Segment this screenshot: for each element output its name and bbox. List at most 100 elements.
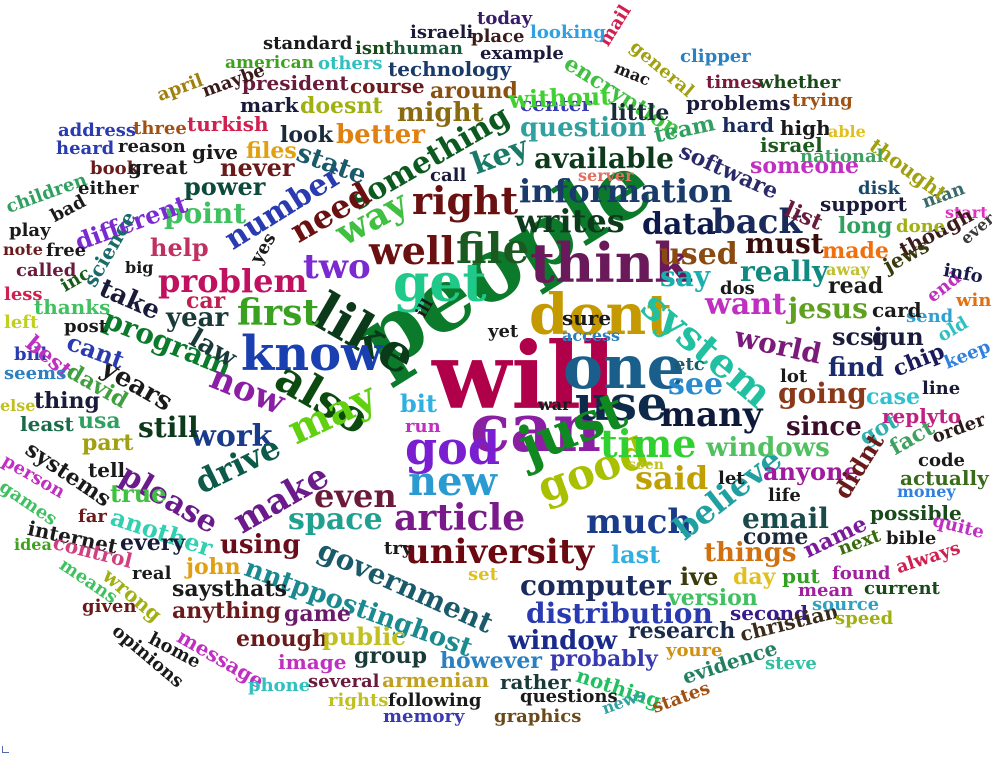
- word: day: [733, 564, 776, 590]
- word: data: [642, 207, 716, 242]
- word: email: [742, 502, 829, 535]
- word: free: [46, 240, 87, 261]
- word: example: [480, 43, 564, 64]
- word: support: [820, 192, 907, 216]
- word: following: [388, 690, 482, 711]
- word: research: [628, 618, 736, 644]
- word: least: [20, 412, 74, 436]
- word: course: [350, 74, 425, 98]
- word: phone: [248, 675, 311, 696]
- word: away: [826, 260, 870, 279]
- word: must: [745, 227, 824, 260]
- word: never: [220, 153, 295, 182]
- word: really: [740, 255, 829, 288]
- word: place: [471, 26, 525, 47]
- word: less: [4, 284, 43, 305]
- word: public: [322, 622, 406, 651]
- word: play: [9, 220, 51, 241]
- word: graphics: [494, 706, 582, 727]
- word: american: [225, 53, 314, 73]
- word: enough: [236, 626, 329, 652]
- word: first: [237, 292, 320, 334]
- word: bill: [14, 344, 48, 365]
- word: reason: [118, 136, 186, 157]
- word: use: [575, 376, 668, 432]
- word: group: [354, 643, 428, 669]
- word: heard: [56, 138, 115, 159]
- word: card: [872, 298, 922, 322]
- word: part: [82, 430, 134, 456]
- word: question: [520, 113, 647, 143]
- word: given: [82, 596, 137, 617]
- word: hard: [722, 113, 775, 137]
- word: disk: [858, 178, 901, 199]
- word: called: [16, 260, 77, 281]
- word: window: [508, 626, 618, 656]
- word: said: [635, 459, 709, 497]
- word: last: [611, 540, 661, 569]
- word: dos: [720, 278, 755, 299]
- word: left: [4, 312, 39, 333]
- word: whether: [758, 72, 841, 93]
- word: get: [393, 253, 487, 314]
- word: usa: [78, 408, 121, 434]
- word: either: [78, 178, 139, 199]
- word: isnt: [355, 38, 394, 59]
- word: put: [782, 564, 820, 588]
- word: university: [405, 532, 595, 572]
- word: book: [90, 158, 140, 179]
- word: look: [280, 122, 333, 148]
- word: can: [470, 389, 601, 467]
- word: case: [866, 384, 921, 410]
- word: say: [660, 260, 711, 293]
- word: bit: [400, 389, 437, 418]
- word: call: [430, 165, 467, 186]
- word: access: [562, 326, 621, 345]
- word: actually: [900, 466, 989, 490]
- word: time: [600, 421, 697, 466]
- word: information: [519, 172, 733, 210]
- word: john: [186, 554, 241, 580]
- word: life: [768, 485, 801, 506]
- word: better: [336, 120, 425, 150]
- word: national: [800, 146, 884, 167]
- word: second: [730, 601, 809, 625]
- word: however: [440, 648, 542, 674]
- word: idea: [14, 535, 52, 554]
- word: times: [706, 72, 762, 93]
- word: far: [78, 506, 107, 527]
- word: see: [668, 367, 724, 402]
- word: real: [132, 563, 172, 584]
- word: someone: [750, 153, 860, 179]
- word: seen: [628, 457, 664, 473]
- word: technology: [388, 57, 512, 81]
- word: find: [828, 353, 884, 383]
- word: probably: [550, 646, 658, 672]
- word: many: [660, 395, 763, 435]
- word: problem: [158, 262, 308, 300]
- word: mean: [798, 580, 854, 601]
- word: source: [812, 594, 880, 615]
- word: today: [477, 8, 533, 29]
- word: trying: [792, 90, 853, 111]
- word: come: [743, 524, 809, 550]
- word: things: [704, 538, 797, 568]
- word: send: [906, 306, 954, 327]
- word: israeli: [410, 22, 474, 43]
- word: article: [394, 497, 526, 539]
- word: tell: [88, 458, 126, 482]
- word: high: [780, 116, 831, 140]
- word: work: [190, 419, 273, 454]
- word: well: [369, 228, 455, 273]
- word: problems: [686, 91, 791, 115]
- word: note: [3, 240, 43, 259]
- word: says: [172, 576, 224, 602]
- word: windows: [706, 433, 830, 463]
- word: every: [120, 530, 186, 556]
- word: going: [778, 377, 867, 410]
- word: yet: [488, 321, 519, 342]
- word: jesus: [788, 292, 868, 325]
- word: anything: [172, 598, 281, 624]
- word: possible: [870, 501, 962, 525]
- word: back: [712, 202, 803, 242]
